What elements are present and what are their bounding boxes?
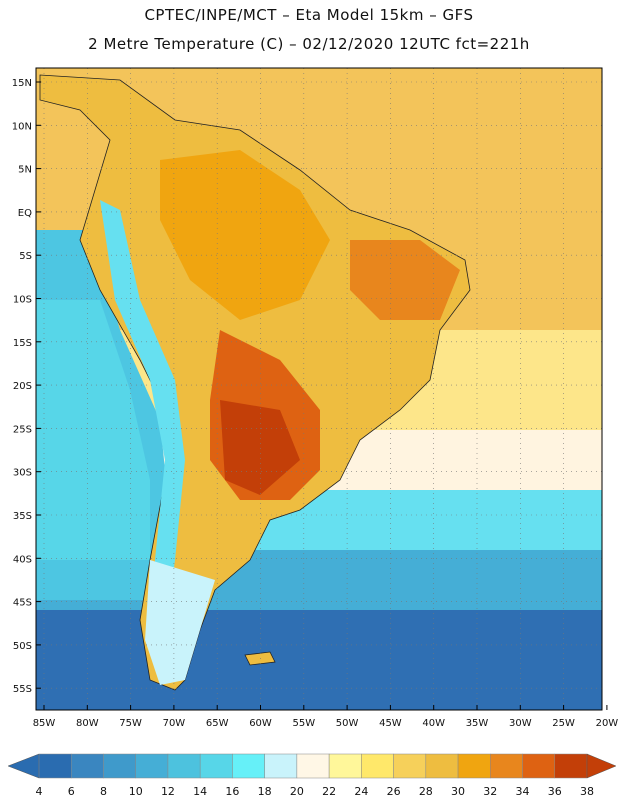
lat-label: 25S: [13, 424, 32, 435]
graticule: [36, 68, 602, 710]
lon-label: 85W: [33, 718, 56, 729]
lon-label: 55W: [292, 718, 315, 729]
lon-label: 30W: [509, 718, 532, 729]
pacific-nearshore-water: [36, 300, 150, 560]
colorbar-tick-label: 28: [419, 785, 433, 798]
lat-label: 55S: [13, 684, 32, 695]
lon-label: 60W: [249, 718, 272, 729]
andes-cool-strip: [100, 200, 185, 640]
colorbar-tick-label: 34: [516, 785, 530, 798]
colorbar-swatch: [264, 753, 298, 779]
lon-label: 80W: [76, 718, 99, 729]
lon-label: 75W: [119, 718, 142, 729]
colorbar-swatch: [199, 753, 233, 779]
colorbar-swatch: [135, 753, 169, 779]
colorbar-swatch: [328, 753, 362, 779]
colorbar-tick-label: 6: [68, 785, 75, 798]
lon-label: 50W: [336, 718, 359, 729]
colorbar-tick-labels: 4 6 8 10 12 14 16 18 20 22 24 26 28 30 32 34 36 38: [36, 785, 595, 798]
colorbar-tick-label: 20: [290, 785, 304, 798]
chart-title: CPTEC/INPE/MCT – Eta Model 15km – GFS: [144, 6, 474, 24]
colorbar-swatch: [232, 753, 265, 779]
lon-label: 45W: [379, 718, 402, 729]
colorbar-swatch: [70, 753, 104, 779]
longitude-labels: 85W 80W 75W 70W 65W 60W 55W 50W 45W 40W 35W 30W 25W 2…: [33, 705, 618, 729]
falkland-islands: [244, 651, 276, 666]
amazon-warm-zone: [160, 150, 330, 320]
colorbar-swatch: [167, 753, 201, 779]
colorbar-tick-label: 30: [451, 785, 465, 798]
colorbar-tick-label: 18: [258, 785, 272, 798]
lon-label: 65W: [206, 718, 229, 729]
colorbar: [7, 753, 617, 779]
lon-label: 70W: [163, 718, 186, 729]
colorbar-tick-label: 24: [354, 785, 368, 798]
lat-label: 15S: [13, 338, 32, 349]
lat-label: 10S: [13, 295, 32, 306]
patagonia-cool-zone: [145, 560, 215, 685]
colorbar-tick-label: 32: [483, 785, 497, 798]
colorbar-tick-label: 38: [580, 785, 594, 798]
lat-label: 35S: [13, 511, 32, 522]
ocean-cold-band: [36, 610, 602, 710]
colorbar-tick-label: 10: [129, 785, 143, 798]
lon-label: 40W: [422, 718, 445, 729]
colorbar-swatch: [522, 753, 556, 779]
colorbar-tick-label: 36: [548, 785, 562, 798]
northeast-brazil-hot-zone: [350, 240, 460, 320]
lat-label: 45S: [13, 598, 32, 609]
lon-label: 25W: [552, 718, 575, 729]
colorbar-swatch: [296, 753, 330, 779]
colorbar-swatch: [393, 753, 427, 779]
colorbar-tick-label: 22: [322, 785, 336, 798]
colorbar-tick-label: 26: [387, 785, 401, 798]
lat-label: 30S: [13, 468, 32, 479]
colorbar-swatch: [425, 753, 459, 779]
lat-label: 15N: [12, 78, 32, 89]
colorbar-swatch: [554, 753, 588, 779]
colorbar-tick-label: 12: [161, 785, 175, 798]
colorbar-tick-label: 14: [193, 785, 207, 798]
lat-label: 5S: [19, 251, 32, 262]
lat-label: 50S: [13, 641, 32, 652]
paraguay-peak-heat: [220, 400, 300, 495]
colorbar-swatch: [38, 753, 72, 779]
colorbar-low-arrow: [7, 753, 40, 779]
lon-label: 20W: [596, 718, 618, 729]
colorbar-swatch: [490, 753, 523, 779]
colorbar-swatch: [457, 753, 491, 779]
colorbar-tick-label: 4: [36, 785, 43, 798]
colorbar-swatch: [361, 753, 394, 779]
map-frame: [35, 67, 603, 711]
lat-label: 40S: [13, 554, 32, 565]
lat-label: 20S: [13, 381, 32, 392]
lat-label: 10N: [12, 121, 32, 132]
lon-label: 35W: [466, 718, 489, 729]
chart-subtitle: 2 Metre Temperature (C) – 02/12/2020 12U…: [88, 35, 530, 53]
colorbar-high-arrow: [586, 753, 617, 779]
colorbar-swatch: [103, 753, 136, 779]
lat-label: 5N: [18, 165, 32, 176]
latitude-labels: 15N 10N 5N EQ 5S 10S 15S 20S 25S 30S 35S 40S 45S 50S 5…: [12, 78, 41, 695]
colorbar-tick-label: 16: [225, 785, 239, 798]
map-field: [36, 68, 602, 710]
colorbar-tick-label: 8: [100, 785, 107, 798]
lat-label: EQ: [18, 208, 32, 219]
